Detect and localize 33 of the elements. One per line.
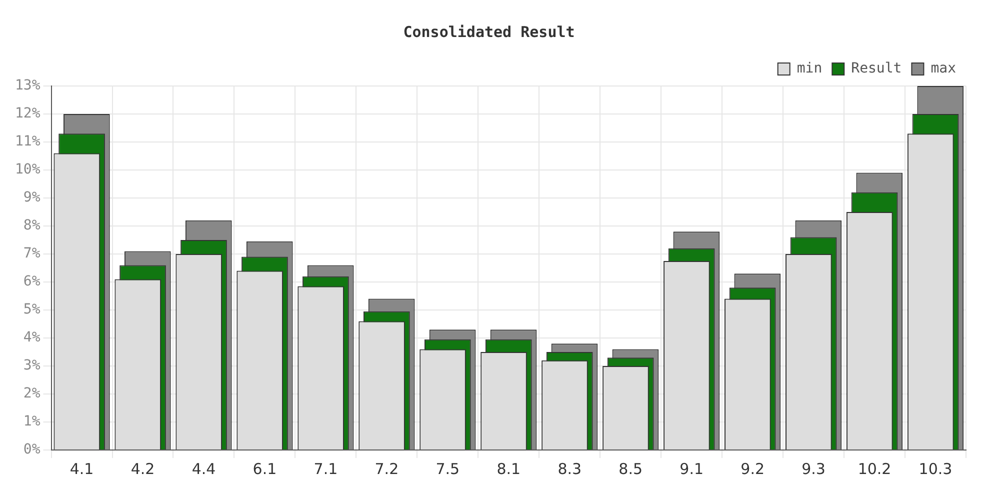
x-tick-label: 9.2 — [740, 460, 764, 478]
legend-label: min — [796, 60, 822, 77]
legend-label: max — [930, 60, 956, 77]
y-tick-label: 1% — [23, 414, 41, 430]
x-tick-label: 10.3 — [918, 460, 952, 478]
legend-label: Result — [851, 60, 902, 77]
y-tick-label: 13% — [14, 78, 41, 94]
y-tick-label: 7% — [23, 246, 41, 262]
y-tick-label: 11% — [14, 134, 41, 150]
x-tick-label: 4.2 — [130, 460, 155, 478]
y-tick-label: 0% — [23, 442, 41, 458]
x-tick-label: 4.4 — [192, 460, 216, 478]
x-tick-label: 8.5 — [618, 460, 643, 478]
chart-title: Consolidated Result — [403, 22, 575, 41]
y-tick-label: 9% — [23, 190, 41, 206]
x-tick-label: 7.1 — [314, 460, 338, 478]
y-tick-label: 2% — [23, 386, 41, 402]
y-tick-label: 4% — [23, 330, 41, 346]
y-tick-label: 10% — [14, 162, 41, 178]
x-tick-label: 9.3 — [802, 460, 826, 478]
x-tick-label: 10.2 — [858, 460, 892, 478]
x-tick-label: 6.1 — [252, 460, 277, 478]
y-tick-label: 6% — [23, 274, 41, 290]
x-tick-label: 7.5 — [436, 460, 460, 478]
x-tick-label: 4.1 — [70, 460, 94, 478]
x-tick-label: 8.3 — [558, 460, 582, 478]
x-tick-label: 9.1 — [680, 460, 704, 478]
y-tick-label: 8% — [23, 218, 41, 234]
y-tick-label: 5% — [23, 302, 41, 318]
x-tick-label: 8.1 — [496, 460, 521, 478]
x-tick-label: 7.2 — [374, 460, 399, 478]
y-tick-label: 12% — [14, 106, 41, 122]
y-tick-label: 3% — [23, 358, 41, 374]
